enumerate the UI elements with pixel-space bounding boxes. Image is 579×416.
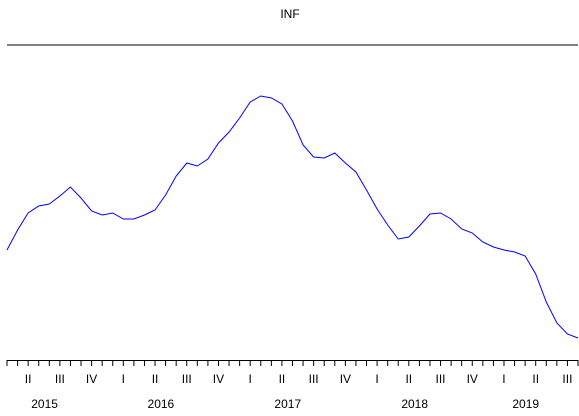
x-tick-label: IV (340, 372, 351, 386)
x-tick-label: II (532, 372, 539, 386)
x-tick-label: IV (213, 372, 224, 386)
x-tick-label: II (279, 372, 286, 386)
x-tick-label: I (375, 372, 378, 386)
chart-title: INF (280, 7, 299, 21)
x-tick-label: IV (86, 372, 97, 386)
x-tick-label: III (436, 372, 446, 386)
x-group-label: 2019 (512, 397, 539, 411)
x-tick-label: III (309, 372, 319, 386)
x-tick-label: I (122, 372, 125, 386)
x-tick-label: I (249, 372, 252, 386)
x-tick-label: II (25, 372, 32, 386)
x-group-label: 2015 (31, 397, 58, 411)
x-group-label: 2018 (401, 397, 428, 411)
x-tick-label: III (182, 372, 192, 386)
x-tick-label: II (405, 372, 412, 386)
x-tick-label: IV (467, 372, 478, 386)
x-tick-label: III (55, 372, 65, 386)
x-tick-label: I (502, 372, 505, 386)
x-group-label: 2017 (274, 397, 301, 411)
line-series (6, 95, 579, 339)
x-tick-label: III (562, 372, 572, 386)
x-tick-label: II (152, 372, 159, 386)
x-group-label: 2016 (148, 397, 175, 411)
